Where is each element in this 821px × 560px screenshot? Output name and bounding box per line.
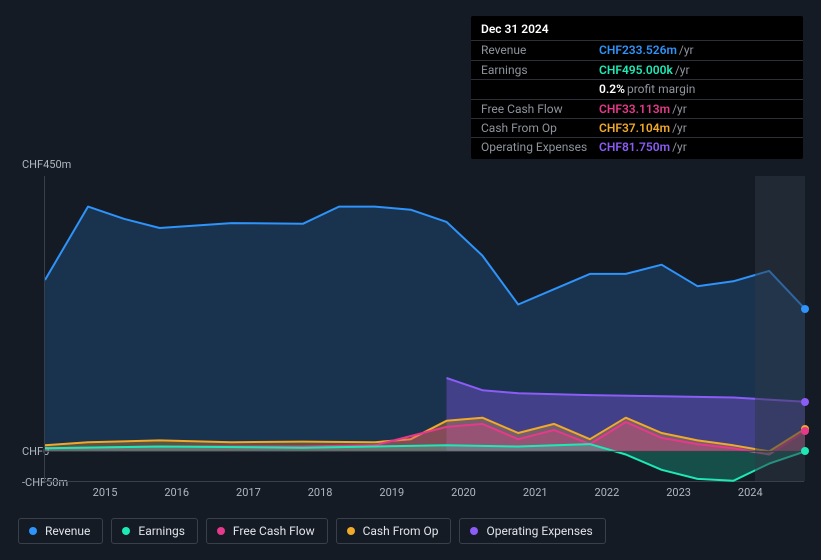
xaxis-label: 2017 — [236, 486, 261, 499]
tooltip-row-unit: /yr — [672, 121, 687, 135]
tooltip-row-label: Cash From Op — [481, 121, 599, 135]
tooltip-row-unit: /yr — [675, 63, 690, 77]
data-tooltip: Dec 31 2024 RevenueCHF233.526m/yrEarning… — [471, 16, 803, 159]
tooltip-row-unit: /yr — [672, 102, 687, 116]
legend-label: Revenue — [45, 524, 90, 538]
tooltip-row-label: Free Cash Flow — [481, 102, 599, 116]
xaxis: 2015 2016 2017 2018 2019 2020 2021 2022 2023 2024 — [62, 486, 821, 506]
tooltip-date: Dec 31 2024 — [471, 16, 803, 40]
tooltip-row-label: Earnings — [481, 63, 599, 77]
xaxis-label: 2022 — [595, 486, 620, 499]
tooltip-row: EarningsCHF495.000k/yr — [471, 60, 803, 79]
tooltip-row-unit: /yr — [672, 140, 687, 154]
tooltip-row-label — [481, 82, 599, 96]
chart-legend: Revenue Earnings Free Cash Flow Cash From O… — [18, 518, 606, 544]
tooltip-row-unit: profit margin — [627, 82, 695, 96]
legend-dot-icon — [217, 527, 225, 535]
tooltip-row-value: CHF495.000k — [599, 63, 673, 77]
chart-svg — [45, 176, 805, 482]
plot-area[interactable] — [44, 176, 804, 482]
tooltip-row-value: CHF81.750m — [599, 140, 670, 154]
xaxis-label: 2021 — [523, 486, 548, 499]
xaxis-label: 2024 — [738, 486, 763, 499]
legend-label: Cash From Op — [363, 524, 439, 538]
legend-dot-icon — [29, 527, 37, 535]
series-end-dot — [801, 427, 809, 435]
xaxis-label: 2023 — [666, 486, 691, 499]
tooltip-row-unit: /yr — [679, 43, 694, 57]
xaxis-label: 2018 — [308, 486, 333, 499]
tooltip-row: 0.2%profit margin — [471, 79, 803, 98]
tooltip-row: Cash From OpCHF37.104m/yr — [471, 118, 803, 137]
tooltip-row-value: CHF33.113m — [599, 102, 670, 116]
legend-dot-icon — [347, 527, 355, 535]
legend-label: Operating Expenses — [486, 524, 592, 538]
legend-dot-icon — [122, 527, 130, 535]
tooltip-row-value: CHF37.104m — [599, 121, 670, 135]
legend-dot-icon — [470, 527, 478, 535]
series-end-dot — [801, 398, 809, 406]
tooltip-row: Operating ExpensesCHF81.750m/yr — [471, 137, 803, 156]
legend-item-cash-from-op[interactable]: Cash From Op — [336, 518, 452, 544]
tooltip-row-label: Revenue — [481, 43, 599, 57]
tooltip-row-value: CHF233.526m — [599, 43, 677, 57]
tooltip-row-label: Operating Expenses — [481, 140, 599, 154]
xaxis-label: 2015 — [93, 486, 118, 499]
legend-item-revenue[interactable]: Revenue — [18, 518, 103, 544]
legend-item-free-cash-flow[interactable]: Free Cash Flow — [206, 518, 328, 544]
xaxis-label: 2019 — [379, 486, 404, 499]
tooltip-row: RevenueCHF233.526m/yr — [471, 40, 803, 59]
yaxis-top-label: CHF450m — [22, 158, 71, 171]
legend-item-earnings[interactable]: Earnings — [111, 518, 198, 544]
tooltip-row-value: 0.2% — [599, 82, 625, 96]
series-end-dot — [801, 305, 809, 313]
xaxis-label: 2020 — [451, 486, 476, 499]
tooltip-row: Free Cash FlowCHF33.113m/yr — [471, 99, 803, 118]
xaxis-label: 2016 — [164, 486, 189, 499]
highlight-band — [755, 176, 805, 481]
legend-item-operating-expenses[interactable]: Operating Expenses — [459, 518, 605, 544]
series-end-dot — [801, 447, 809, 455]
financials-chart[interactable]: CHF450m CHF0 -CHF50m 2015201620172018201… — [18, 160, 804, 490]
legend-label: Free Cash Flow — [233, 524, 315, 538]
legend-label: Earnings — [138, 524, 185, 538]
